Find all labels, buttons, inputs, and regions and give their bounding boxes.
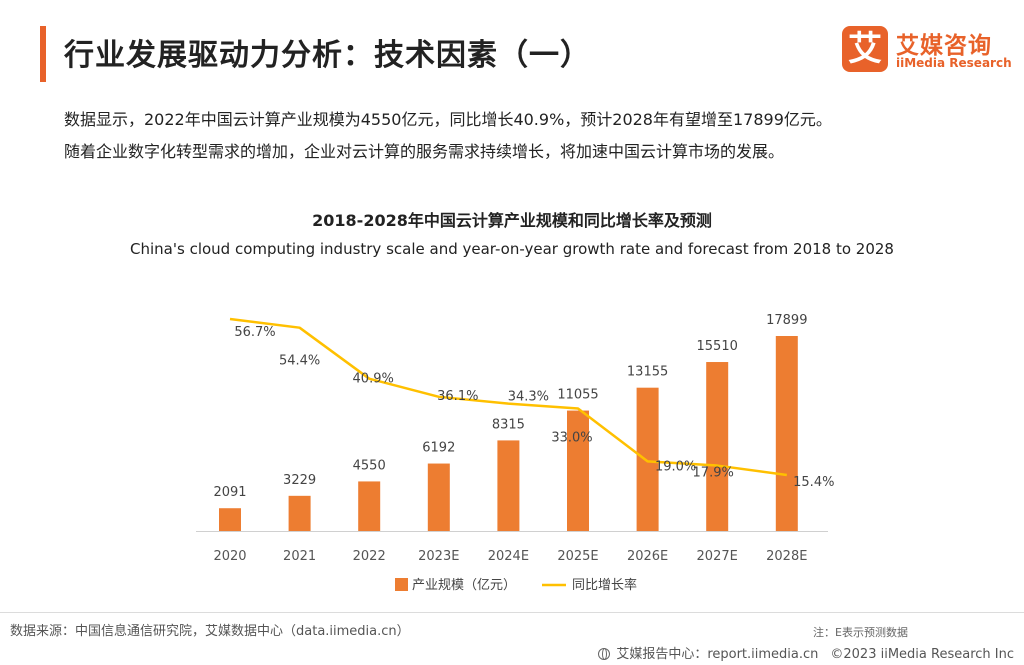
logo-cn-text: 艾媒咨询 [896, 33, 992, 59]
growth-rate-label: 19.0% [655, 459, 696, 474]
bar-2027E [706, 362, 729, 531]
legend-line-label: 同比增长率 [572, 577, 637, 593]
x-tick-label: 2022 [353, 549, 386, 564]
brand-logo: 艾 艾媒咨询 iiMedia Research [842, 26, 1012, 78]
growth-rate-label: 54.4% [279, 354, 320, 369]
x-tick-label: 2024E [488, 549, 529, 564]
bar-value-label: 11055 [557, 388, 598, 403]
growth-rate-label: 36.1% [437, 389, 478, 404]
growth-rate-label: 56.7% [234, 325, 275, 340]
bar-value-label: 17899 [766, 313, 807, 328]
bar-2026E [636, 387, 659, 531]
growth-rate-line [229, 317, 787, 477]
logo-icon: 艾 [842, 26, 888, 72]
growth-rate-label: 33.0% [551, 431, 592, 446]
bar-2023E [427, 463, 450, 531]
bar-2024E [497, 440, 520, 531]
copyright-text: ©2023 iiMedia Research Inc [830, 647, 1014, 662]
x-tick-label: 2020 [213, 549, 246, 564]
footer-credits: 艾媒报告中心：report.iimedia.cn ©2023 iiMedia Re… [598, 643, 1014, 662]
page-title: 行业发展驱动力分析：技术因素（一） [64, 38, 591, 73]
forecast-note: 注：E表示预测数据 [813, 626, 908, 639]
legend-bar-label: 产业规模（亿元） [412, 578, 516, 593]
bar-value-label: 2091 [213, 485, 246, 500]
x-tick-label: 2026E [627, 549, 668, 564]
x-tick-label: 2021 [283, 549, 316, 564]
growth-rate-label: 15.4% [793, 475, 834, 490]
bar-2022 [358, 481, 381, 531]
logo-en-text: iiMedia Research [896, 56, 1012, 70]
legend-bar-swatch [395, 578, 408, 591]
x-tick-label: 2028E [766, 549, 807, 564]
intro-line-2: 随着企业数字化转型需求的增加，企业对云计算的服务需求持续增长，将加速中国云计算市… [64, 142, 785, 161]
bar-2021 [288, 495, 311, 531]
x-tick-label: 2027E [697, 549, 738, 564]
chart-title: 2018-2028年中国云计算产业规模和同比增长率及预测 [312, 211, 712, 230]
growth-rate-label: 34.3% [508, 390, 549, 405]
intro-line-1: 数据显示，2022年中国云计算产业规模为4550亿元，同比增长40.9%，预计2… [64, 110, 832, 129]
bar-2020 [219, 508, 241, 531]
bar-value-label: 4550 [353, 458, 386, 473]
bar-value-label: 13155 [627, 365, 668, 380]
bar-2025E [567, 410, 589, 531]
x-tick-label: 2025E [557, 549, 598, 564]
intro-paragraph: 数据显示，2022年中国云计算产业规模为4550亿元，同比增长40.9%，预计2… [64, 104, 1004, 168]
x-tick-label: 2023E [418, 549, 459, 564]
title-accent-bar [40, 26, 46, 82]
growth-rate-label: 17.9% [693, 466, 734, 481]
bar-value-label: 15510 [697, 339, 738, 354]
bar-value-label: 3229 [283, 473, 316, 488]
data-source: 数据来源：中国信息通信研究院，艾媒数据中心（data.iimedia.cn） [10, 624, 410, 639]
chart-subtitle: China's cloud computing industry scale a… [130, 240, 894, 258]
globe-icon [598, 648, 611, 660]
bar-value-label: 8315 [492, 417, 525, 432]
bar-2028E [775, 336, 798, 531]
footer-divider [0, 612, 1024, 613]
growth-rate-label: 40.9% [353, 372, 394, 387]
bar-value-label: 6192 [422, 441, 455, 456]
report-center-link[interactable]: 艾媒报告中心：report.iimedia.cn [616, 647, 819, 662]
